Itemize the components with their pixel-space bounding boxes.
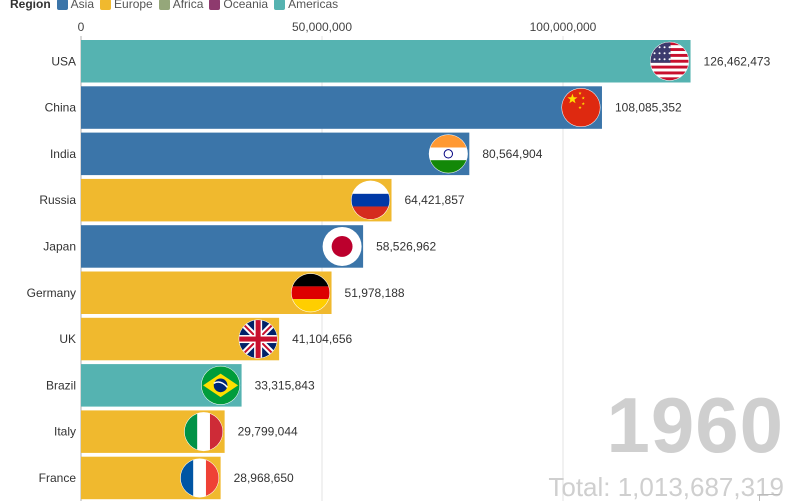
category-label-india: India [50, 147, 76, 161]
bar-india[interactable] [81, 132, 470, 176]
value-label-china: 108,085,352 [615, 101, 682, 115]
value-label-italy: 29,799,044 [238, 425, 298, 439]
category-label-japan: Japan [43, 239, 76, 253]
bar-row-italy: Italy 29,799,044 [54, 410, 298, 453]
legend-label-asia: Asia [70, 0, 95, 11]
value-label-uk: 41,104,656 [292, 332, 352, 346]
bar-row-india: India 80,564,904 [50, 132, 543, 176]
bar-row-germany: Germany 51,978,188 [27, 271, 405, 315]
value-label-japan: 58,526,962 [376, 239, 436, 253]
legend-swatch-africa [158, 0, 170, 10]
italy-flag-icon [184, 412, 224, 452]
value-label-russia: 64,421,857 [405, 193, 465, 207]
legend-swatch-americas [274, 0, 286, 10]
legend-swatch-oceania [209, 0, 221, 10]
category-label-france: France [39, 471, 77, 485]
resize-handle[interactable] [759, 494, 780, 501]
category-label-italy: Italy [54, 425, 76, 439]
legend-swatch-europe [100, 0, 112, 10]
germany-flag-icon [291, 273, 331, 313]
legend-item-europe[interactable]: Europe [100, 0, 153, 11]
x-tick-label-0: 0 [78, 20, 85, 34]
x-tick-label-2: 100,000,000 [530, 20, 597, 34]
legend-title: Region [10, 0, 51, 11]
value-label-usa: 126,462,473 [704, 54, 771, 68]
x-tick-label-1: 50,000,000 [292, 20, 352, 34]
legend-item-asia[interactable]: Asia [56, 0, 95, 11]
category-label-brazil: Brazil [46, 378, 76, 392]
value-label-france: 28,968,650 [234, 471, 294, 485]
china-flag-icon [561, 88, 601, 128]
category-label-germany: Germany [27, 286, 76, 300]
category-label-china: China [45, 101, 77, 115]
bars: USA 126,462,473 China 108,085,352 India 80,56… [27, 40, 771, 500]
usa-flag-icon [650, 41, 690, 81]
india-flag-icon [428, 134, 468, 174]
legend-label-oceania: Oceania [223, 0, 269, 11]
bar-row-brazil: Brazil 33,315,843 [46, 364, 315, 407]
france-flag-icon [180, 458, 220, 498]
legend-label-africa: Africa [172, 0, 204, 11]
bar-row-uk: UK 41,104,656 [59, 317, 353, 361]
legend: Region Asia Europe Africa Oceania Americ… [10, 0, 344, 12]
legend-item-americas[interactable]: Americas [274, 0, 338, 11]
bar-usa[interactable] [81, 40, 691, 83]
uk-flag-icon [238, 319, 278, 359]
legend-item-africa[interactable]: Africa [158, 0, 204, 11]
value-label-india: 80,564,904 [482, 147, 542, 161]
legend-label-europe: Europe [114, 0, 153, 11]
legend-label-americas: Americas [288, 0, 339, 11]
bar-germany[interactable] [81, 271, 332, 315]
total-counter: Total: 1,013,687,319 [548, 472, 784, 502]
category-label-usa: USA [51, 54, 76, 68]
bar-russia[interactable] [81, 178, 392, 222]
bar-row-china: China 108,085,352 [45, 86, 682, 129]
x-axis-ticks: 0 50,000,000 100,000,000 [78, 20, 597, 34]
japan-flag-icon [322, 226, 362, 266]
bar-row-japan: Japan 58,526,962 [43, 225, 436, 268]
bar-china[interactable] [81, 86, 602, 129]
bar-japan[interactable] [81, 225, 364, 268]
year-counter: 1960 [606, 381, 784, 469]
bar-row-usa: USA 126,462,473 [51, 40, 771, 83]
russia-flag-icon [351, 180, 391, 220]
category-label-russia: Russia [39, 193, 76, 207]
category-label-uk: UK [59, 332, 76, 346]
bar-row-france: France 28,968,650 [39, 456, 294, 500]
bar-row-russia: Russia 64,421,857 [39, 178, 465, 222]
brazil-flag-icon [201, 365, 241, 405]
value-label-germany: 51,978,188 [345, 286, 405, 300]
value-label-brazil: 33,315,843 [255, 378, 315, 392]
legend-item-oceania[interactable]: Oceania [209, 0, 268, 11]
legend-swatch-asia [56, 0, 68, 10]
